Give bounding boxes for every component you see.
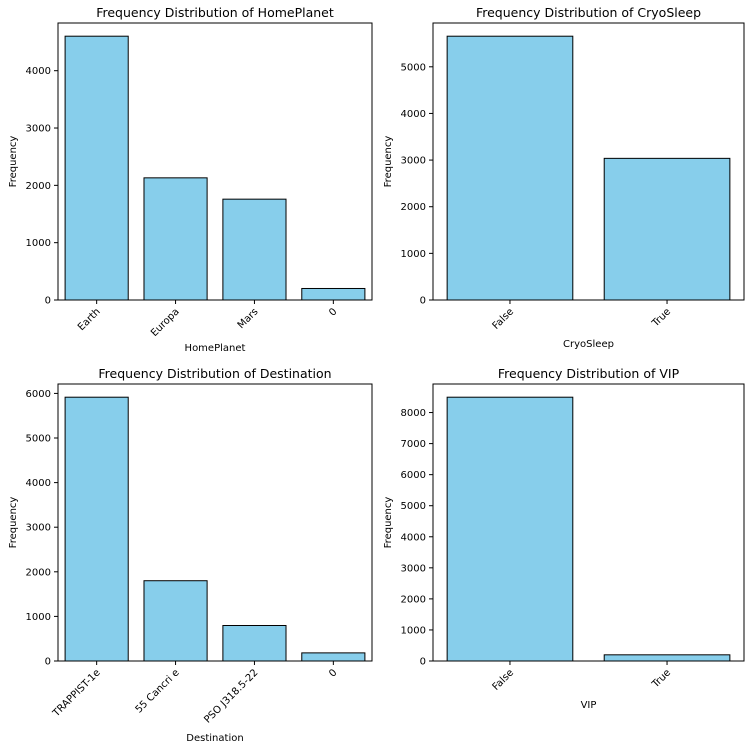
chart-panel-2: 0 1000 2000 3000 4000 5000 False True Frequency …: [383, 5, 745, 350]
x-axis-label: HomePlanet: [185, 343, 246, 354]
x-tick-label: False: [491, 667, 517, 693]
axes-frame: [57, 22, 373, 301]
y-tick-label: 3000: [26, 523, 51, 534]
y-tick-label: 0: [45, 296, 51, 307]
bar-mars: [222, 198, 287, 301]
y-axis-label: Frequency: [383, 497, 394, 549]
chart-title: Frequency Distribution of Destination: [98, 366, 331, 381]
y-tick-label: 8000: [401, 408, 426, 419]
chart-title: Frequency Distribution of CryoSleep: [476, 5, 701, 20]
chart-panel-4: 0 1000 2000 3000 4000 5000 6000 7000 8000 False Tr…: [383, 366, 745, 711]
axes-frame: [57, 383, 373, 662]
y-tick-label: 0: [45, 657, 51, 668]
y-axis-label: Frequency: [383, 136, 394, 188]
bar-earth: [64, 35, 129, 301]
x-tick-label: True: [650, 667, 674, 691]
x-tick-label: 0: [327, 306, 339, 318]
y-tick-label: 2000: [26, 181, 51, 192]
x-tick-label: 0: [327, 667, 339, 679]
y-tick-label: 4000: [401, 109, 426, 120]
y-tick-label: 5000: [401, 62, 426, 73]
x-axis-label: CryoSleep: [563, 339, 614, 350]
y-tick-label: 5000: [401, 501, 426, 512]
bar-true: [603, 654, 731, 662]
axes-frame: [432, 22, 745, 301]
bar-trappist-1e: [64, 396, 129, 662]
y-tick-label: 0: [420, 296, 426, 307]
x-tick-label: Mars: [236, 306, 261, 331]
chart-title: Frequency Distribution of HomePlanet: [96, 5, 334, 20]
chart-panel-3: 0 1000 2000 3000 4000 5000 6000 TRAPPIST-1e 55 C…: [8, 366, 373, 744]
y-axis-label: Frequency: [8, 136, 19, 188]
y-tick-label: 4000: [26, 66, 51, 77]
chart-panel-1: 0 1000 2000 3000 4000 Earth Europa Mars 0 Frequen…: [8, 5, 373, 354]
bar-europa: [143, 177, 208, 301]
y-tick-label: 0: [420, 657, 426, 668]
y-tick-label: 1000: [26, 612, 51, 623]
y-axis-label: Frequency: [8, 497, 19, 549]
y-tick-label: 4000: [401, 532, 426, 543]
bar-0: [301, 652, 366, 662]
bar-true: [603, 157, 731, 301]
bar-false: [446, 35, 574, 301]
x-axis-label: VIP: [581, 700, 597, 711]
axes-frame: [432, 383, 745, 662]
chart-title: Frequency Distribution of VIP: [498, 366, 680, 381]
y-tick-label: 2000: [26, 567, 51, 578]
x-tick-label: False: [491, 306, 517, 332]
y-tick-label: 4000: [26, 478, 51, 489]
y-tick-label: 5000: [26, 434, 51, 445]
bar-55-cancri-e: [143, 580, 208, 662]
y-tick-label: 1000: [401, 625, 426, 636]
x-tick-label: PSO J318.5-22: [202, 667, 260, 725]
y-tick-label: 2000: [401, 202, 426, 213]
y-tick-label: 3000: [401, 156, 426, 167]
y-tick-label: 1000: [26, 238, 51, 249]
x-axis-label: Destination: [186, 733, 243, 744]
bar-false: [446, 396, 574, 662]
y-tick-label: 6000: [401, 470, 426, 481]
bar-0: [301, 287, 366, 301]
y-tick-label: 3000: [26, 124, 51, 135]
x-tick-label: True: [650, 306, 674, 330]
y-tick-label: 6000: [26, 389, 51, 400]
y-tick-label: 7000: [401, 439, 426, 450]
x-tick-label: TRAPPIST-1e: [50, 667, 102, 719]
y-tick-label: 2000: [401, 594, 426, 605]
x-tick-label: Earth: [76, 306, 103, 333]
bar-pso-j318-5-22: [222, 625, 287, 662]
y-tick-label: 3000: [401, 563, 426, 574]
x-tick-label: 55 Cancri e: [134, 667, 182, 715]
x-tick-label: Europa: [149, 306, 182, 339]
y-tick-label: 1000: [401, 249, 426, 260]
